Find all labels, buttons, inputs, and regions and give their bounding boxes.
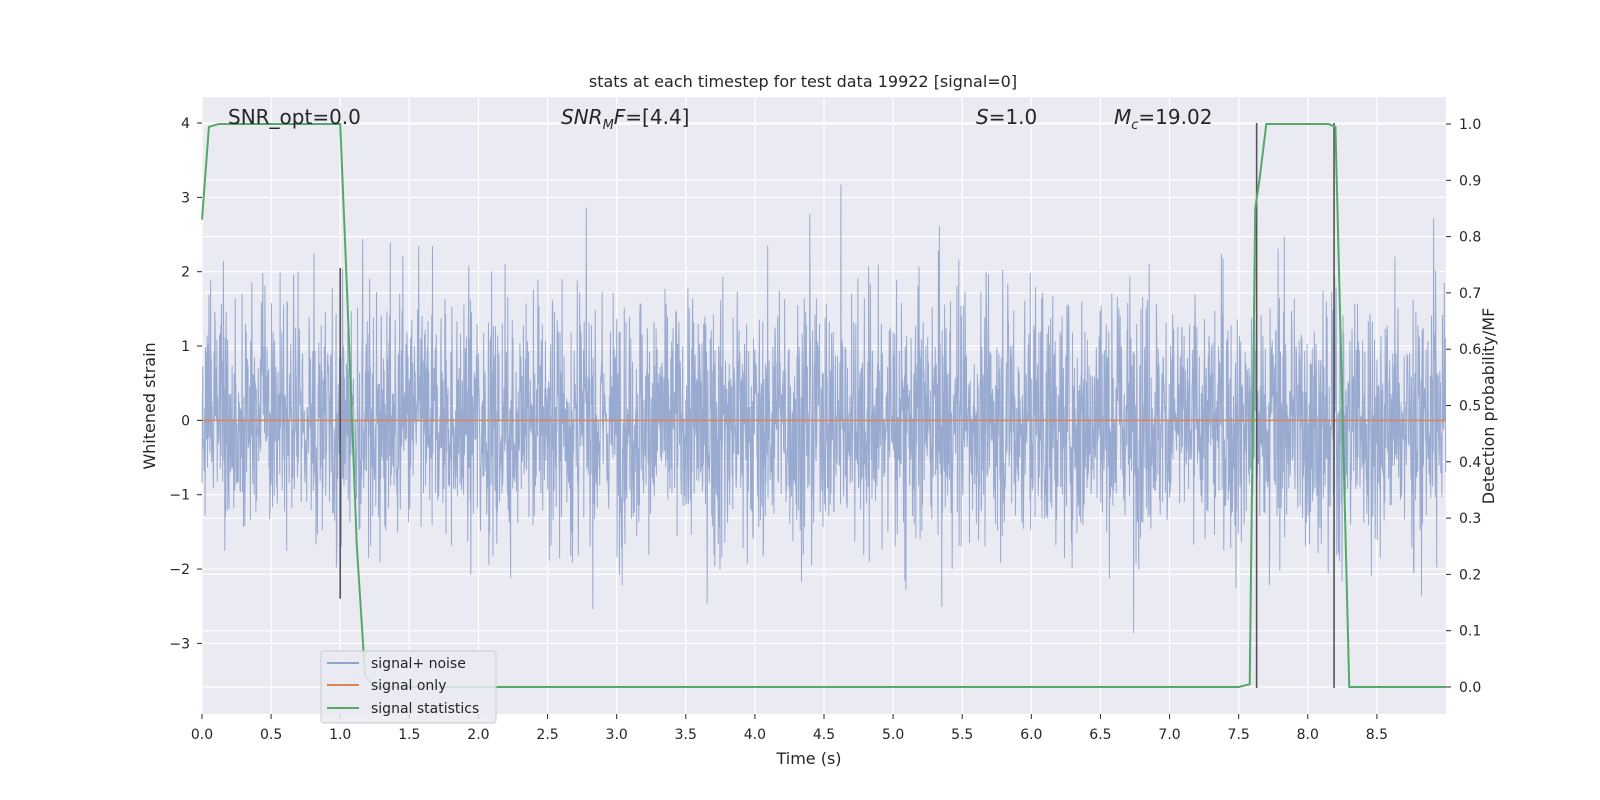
y-tick-label: 2	[181, 265, 190, 281]
legend-box	[320, 650, 497, 724]
x-tick-label: 4.5	[813, 727, 835, 743]
y-right-tick-label: 0.2	[1459, 567, 1481, 583]
x-tick-label: 3.5	[675, 727, 697, 743]
legend-entry: signal statistics	[371, 701, 479, 717]
legend-entry: signal+ noise	[371, 656, 466, 672]
y-axis-ticks: 4 3 2 1 0 −1 −2 −3	[169, 116, 202, 652]
annotation-s: S=1.0	[976, 105, 1037, 129]
x-tick-label: 4.0	[744, 727, 766, 743]
legend-entry: signal only	[371, 678, 446, 694]
x-tick-label: 2.5	[536, 727, 558, 743]
annotation-snr-mf: SNRMF=[4.4]	[561, 105, 689, 133]
y-right-tick-label: 0.1	[1459, 624, 1481, 640]
x-tick-label: 0.0	[191, 727, 213, 743]
y-tick-label: −3	[169, 636, 190, 652]
y-right-tick-label: 0.0	[1459, 680, 1481, 696]
y-right-tick-label: 0.8	[1459, 230, 1481, 246]
y-tick-label: −2	[169, 562, 190, 578]
y-tick-label: 0	[181, 413, 190, 429]
x-tick-label: 7.0	[1158, 727, 1180, 743]
grid-lines	[201, 97, 1446, 714]
legend: signal+ noise signal only signal statist…	[320, 650, 497, 724]
x-tick-label: 5.0	[882, 727, 904, 743]
y-tick-label: 3	[181, 190, 190, 206]
x-tick-label: 5.5	[951, 727, 973, 743]
x-tick-label: 8.5	[1366, 727, 1388, 743]
y-right-tick-label: 0.9	[1459, 173, 1481, 189]
x-tick-label: 8.0	[1297, 727, 1319, 743]
x-tick-label: 6.0	[1020, 727, 1042, 743]
y-right-tick-label: 0.6	[1459, 342, 1481, 358]
y-right-tick-label: 0.7	[1459, 286, 1481, 302]
y-right-tick-label: 0.4	[1459, 455, 1481, 471]
y-tick-label: 4	[181, 116, 190, 132]
series-signal-noise	[201, 184, 1447, 634]
series-signal-statistics	[201, 123, 1446, 688]
annotation-mc: Mc=19.02	[1114, 105, 1212, 133]
series-line-signal-statistics	[201, 123, 1446, 688]
x-tick-label: 3.0	[606, 727, 628, 743]
y-axis-label: Whitened strain	[140, 342, 159, 469]
x-axis-ticks: 0.0 0.5 1.0 1.5 2.0 2.5 3.0 3.5 4.0 4.5 5.0 5.5 6.0 6…	[191, 714, 1388, 743]
x-tick-label: 6.5	[1089, 727, 1111, 743]
x-tick-label: 0.5	[260, 727, 282, 743]
y-right-tick-label: 1.0	[1459, 117, 1481, 133]
x-tick-label: 1.0	[329, 727, 351, 743]
series-line-signal-noise	[201, 184, 1447, 634]
y-tick-label: −1	[169, 488, 190, 504]
y-axis-right-ticks: 1.0 0.9 0.8 0.7 0.6 0.5 0.4 0.3 0.2 0.1 0.0	[1446, 117, 1481, 696]
annotation-snr-opt: SNR_opt=0.0	[228, 105, 361, 129]
y-tick-label: 1	[181, 339, 190, 355]
chart-title: stats at each timestep for test data 199…	[589, 72, 1017, 91]
y-right-tick-label: 0.5	[1459, 399, 1481, 415]
vertical-markers	[339, 123, 1335, 688]
y-right-tick-label: 0.3	[1459, 511, 1481, 527]
x-tick-label: 1.5	[398, 727, 420, 743]
x-tick-label: 2.0	[467, 727, 489, 743]
y-axis-right-label: Detection probability/MF	[1479, 308, 1498, 505]
x-axis-label: Time (s)	[775, 749, 841, 768]
x-tick-label: 7.5	[1228, 727, 1250, 743]
